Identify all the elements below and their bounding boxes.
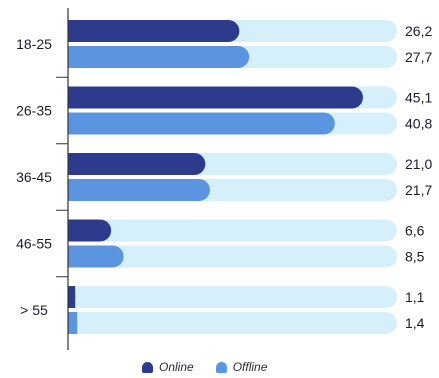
legend-swatch-offline <box>215 361 227 373</box>
category-label: 26-35 <box>16 103 52 119</box>
value-label: 21,0 <box>405 156 432 172</box>
category-axis <box>56 8 69 350</box>
bar-online[interactable] <box>68 20 240 42</box>
bar-offline[interactable] <box>68 112 335 135</box>
bar-track <box>68 245 397 268</box>
category-label: 36-45 <box>16 169 52 185</box>
value-labels: 26,2 27,7 45,1 40,8 21,0 21,7 6,6 8,5 1,1 1,4 <box>405 23 432 331</box>
bars <box>68 20 363 334</box>
bar-offline-base <box>68 245 79 268</box>
legend: Online Offline <box>142 357 267 377</box>
value-label: 26,2 <box>405 23 432 39</box>
legend-item-offline[interactable]: Offline <box>215 360 268 374</box>
value-label: 27,7 <box>405 49 432 65</box>
legend-swatch-online <box>142 361 153 373</box>
bar-offline[interactable] <box>68 179 210 201</box>
bar-offline-base <box>68 312 78 334</box>
value-label: 1,4 <box>405 315 425 331</box>
category-label: 18-25 <box>16 36 52 52</box>
bar-online-base <box>68 219 79 242</box>
bar-online-base <box>68 153 79 175</box>
bar-track <box>68 286 397 308</box>
bar-online[interactable] <box>68 153 206 175</box>
value-label: 8,5 <box>405 249 425 265</box>
bar-track <box>68 219 397 242</box>
bar-online-base <box>68 86 79 109</box>
bar-online[interactable] <box>68 86 363 109</box>
bar-track <box>68 312 397 334</box>
legend-item-online[interactable]: Online <box>142 360 194 374</box>
bar-offline-base <box>68 112 79 135</box>
bar-online-base <box>68 20 79 42</box>
value-label: 21,7 <box>405 182 432 198</box>
legend-label-online: Online <box>159 360 194 374</box>
value-label: 6,6 <box>405 223 425 239</box>
legend-label-offline: Offline <box>232 360 268 374</box>
bar-offline-base <box>68 179 79 201</box>
category-label: > 55 <box>20 302 48 318</box>
value-label: 1,1 <box>405 289 425 305</box>
category-label: 46-55 <box>16 236 52 252</box>
category-labels: 18-25 26-35 36-45 46-55 > 55 <box>16 36 52 318</box>
bar-offline[interactable] <box>68 245 124 268</box>
bar-offline-base <box>68 46 79 68</box>
bar-online-base <box>68 286 76 308</box>
bar-offline[interactable] <box>68 46 250 68</box>
value-label: 40,8 <box>405 116 432 132</box>
value-label: 45,1 <box>405 90 432 106</box>
